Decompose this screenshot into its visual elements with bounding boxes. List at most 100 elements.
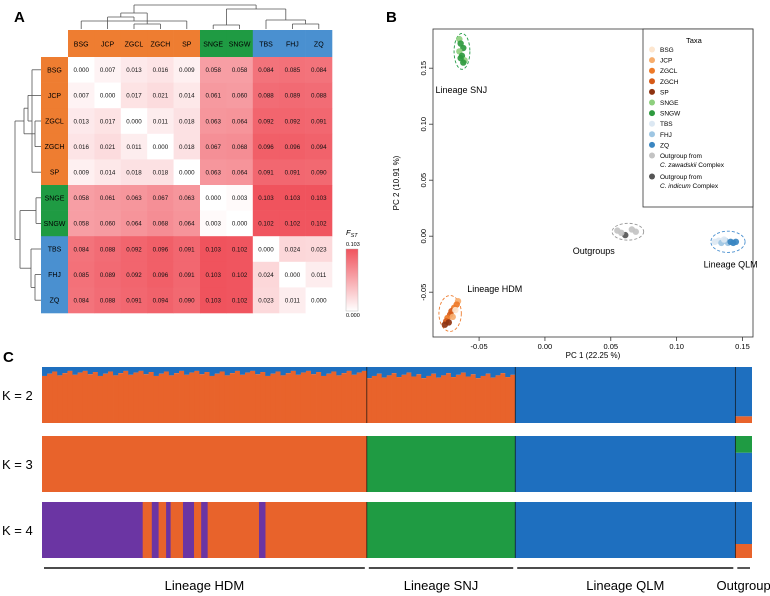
heatmap-cell: [68, 287, 95, 314]
heatmap-cell: [252, 236, 280, 263]
heatmap-cell: [68, 210, 95, 237]
heatmap-cell-value: 0.094: [311, 144, 327, 151]
heatmap-cell-value: 0.058: [205, 67, 221, 74]
row-label: TBS: [48, 247, 62, 254]
admixture-bar-orange: [87, 374, 94, 423]
admixture-bar-orange: [376, 373, 383, 423]
admixture-bar-orange: [77, 372, 84, 423]
heatmap-cell-value: 0.102: [311, 221, 327, 228]
heatmap-cell: [147, 261, 174, 288]
admixture-bar-blue: [500, 367, 506, 374]
heatmap-cell-value: 0.089: [100, 272, 116, 279]
cluster-ellipse: [453, 33, 471, 70]
heatmap-cell-value: 0.063: [205, 118, 221, 125]
heatmap-cell: [173, 57, 201, 83]
panel-c-structure: C K = 2 K = 3 K = 4 Lineage HDM Lineage SNJ…: [2, 349, 770, 593]
admixture-bar-blue: [168, 367, 175, 376]
legend-title: Taxa: [686, 36, 703, 45]
structure-group-labels: Lineage HDM Lineage SNJ Lineage QLM Outgrou…: [44, 567, 770, 593]
admixture-bar-orange: [371, 375, 378, 423]
admixture-bar-blue: [123, 367, 129, 371]
heatmap-cell-value: 0.024: [285, 246, 301, 253]
admixture-bar-blue: [275, 367, 281, 372]
admixture-bar-blue: [67, 367, 73, 371]
heatmap-cell: [94, 236, 122, 263]
heatmap-cell-value: 0.018: [179, 118, 195, 125]
admixture-bar-blue: [199, 367, 205, 375]
heatmap-cell: [94, 57, 122, 83]
heatmap-cell: [279, 185, 306, 211]
admixture-bar-blue: [346, 367, 352, 371]
admixture-bar-orange: [510, 374, 516, 423]
admixture-bar-orange: [295, 374, 302, 423]
admixture-bar-blue: [480, 367, 486, 376]
heatmap-cell-value: 0.060: [100, 221, 116, 228]
admixture-bar-orange: [366, 378, 373, 423]
heatmap-cell-value: 0.000: [258, 246, 274, 253]
admixture-bar-orange: [331, 371, 337, 423]
heatmap-cell-value: 0.009: [73, 170, 89, 177]
heatmap-cell-value: 0.063: [205, 170, 221, 177]
admixture-bar-orange: [42, 375, 48, 423]
pca-clusters: Lineage SNJ Outgroups Lineage QLM Lineage H…: [436, 33, 758, 332]
heatmap-cell: [68, 108, 95, 135]
heatmap-cell-value: 0.068: [232, 144, 248, 151]
heatmap-cell-value: 0.096: [153, 272, 169, 279]
admixture-bar-blue: [421, 367, 427, 379]
admixture-bar-blue: [290, 367, 297, 371]
pca-cluster: Lineage QLM: [704, 230, 758, 270]
admixture-bar-orange: [128, 374, 134, 423]
heatmap-cell: [173, 261, 201, 288]
admixture-bar-orange: [475, 378, 481, 423]
x-tick-label: -0.05: [471, 342, 488, 351]
heatmap-cell-value: 0.084: [311, 67, 327, 74]
admixture-bar-orange: [219, 371, 226, 423]
heatmap-cell-value: 0.085: [73, 272, 89, 279]
admixture-bar-orange: [168, 375, 175, 423]
admixture-bar-orange: [455, 374, 462, 423]
admixture-bar-blue: [356, 367, 363, 373]
heatmap-cell: [252, 287, 280, 314]
heatmap-cell-value: 0.092: [258, 118, 274, 125]
heatmap-cell: [173, 133, 201, 160]
heatmap-cell-value: 0.000: [153, 144, 169, 151]
admixture-bar-blue: [47, 367, 53, 374]
column-label-bg: [279, 30, 306, 57]
heatmap-cell: [68, 185, 95, 211]
admixture-bar-orange: [290, 370, 297, 423]
admixture-bar-blue: [366, 367, 373, 379]
column-label: TBS: [259, 42, 273, 49]
row-label: SNGE: [45, 195, 65, 202]
group-label: Lineage QLM: [586, 578, 664, 593]
heatmap-cell: [252, 133, 280, 160]
legend-label: ZGCL: [660, 68, 678, 75]
heatmap-cell: [173, 82, 201, 109]
admixture-bar-blue: [62, 367, 68, 374]
heatmap-cell-value: 0.011: [285, 298, 301, 305]
admixture-bar-blue: [128, 367, 134, 375]
row-label-bg: [41, 287, 68, 314]
column-label-bg: [226, 30, 254, 57]
row-label: ZGCH: [45, 144, 65, 151]
admixture-bar-orange: [386, 375, 392, 423]
heatmap-cell-value: 0.103: [205, 272, 221, 279]
admixture-bar-orange: [184, 374, 190, 423]
admixture-bar-orange: [346, 370, 352, 423]
legend-label-line2: C. zawadskii Complex: [660, 162, 725, 169]
heatmap-cell: [305, 133, 333, 160]
admixture-bar-orange: [431, 373, 437, 423]
admixture-bar-orange: [204, 372, 210, 423]
heatmap-cell: [173, 287, 201, 314]
heatmap-cell: [173, 236, 201, 263]
admixture-bar-blue: [250, 367, 256, 371]
structure-row: K = 3: [2, 436, 752, 492]
heatmap-cell: [94, 185, 122, 211]
admixture-stripe-orange: [142, 502, 152, 558]
heatmap-cell-value: 0.096: [285, 144, 301, 151]
legend-label: SP: [660, 89, 669, 96]
legend-complex: Complex: [696, 162, 724, 169]
heatmap-cell: [120, 210, 148, 237]
admixture-bar-blue: [401, 367, 407, 375]
heatmap-cell-value: 0.103: [205, 246, 221, 253]
heatmap-cell: [279, 210, 306, 237]
